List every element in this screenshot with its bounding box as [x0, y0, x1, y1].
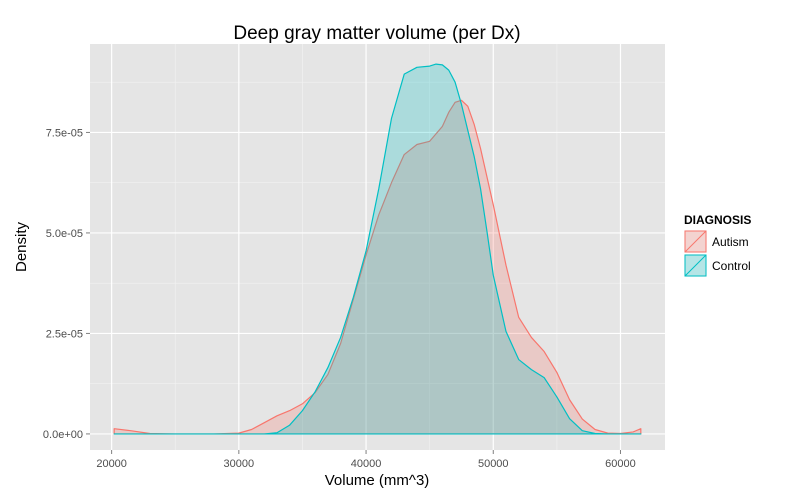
x-tick-label: 60000: [605, 458, 636, 470]
chart-title: Deep gray matter volume (per Dx): [233, 23, 520, 44]
x-tick-label: 40000: [351, 458, 382, 470]
density-areas: [113, 63, 642, 435]
legend: DIAGNOSIS Autism Control: [683, 213, 751, 278]
legend-swatch-slash-control: [684, 254, 707, 277]
legend-swatch-slash-autism: [684, 230, 707, 253]
plot-panel: [90, 44, 665, 450]
x-tick-label: 30000: [224, 458, 255, 470]
y-tick-label: 2.5e-05: [46, 328, 83, 340]
x-tick-label: 20000: [96, 458, 127, 470]
x-tick-label: 50000: [478, 458, 509, 470]
y-axis: 0.0e+00 2.5e-05 5.0e-05 7.5e-05: [43, 127, 90, 441]
legend-label-control: Control: [712, 259, 751, 273]
y-tick-label: 7.5e-05: [46, 127, 83, 139]
y-axis-title: Density: [13, 221, 30, 272]
x-axis-title: Volume (mm^3): [325, 472, 430, 489]
density-area-control: [113, 63, 642, 435]
x-axis: 20000 30000 40000 50000 60000: [96, 450, 636, 470]
density-area-autism: [113, 99, 642, 435]
minor-gridlines: [90, 44, 665, 450]
y-tick-label: 5.0e-05: [46, 228, 83, 240]
legend-label-autism: Autism: [712, 235, 749, 249]
legend-title: DIAGNOSIS: [684, 213, 751, 227]
y-tick-label: 0.0e+00: [43, 429, 83, 441]
